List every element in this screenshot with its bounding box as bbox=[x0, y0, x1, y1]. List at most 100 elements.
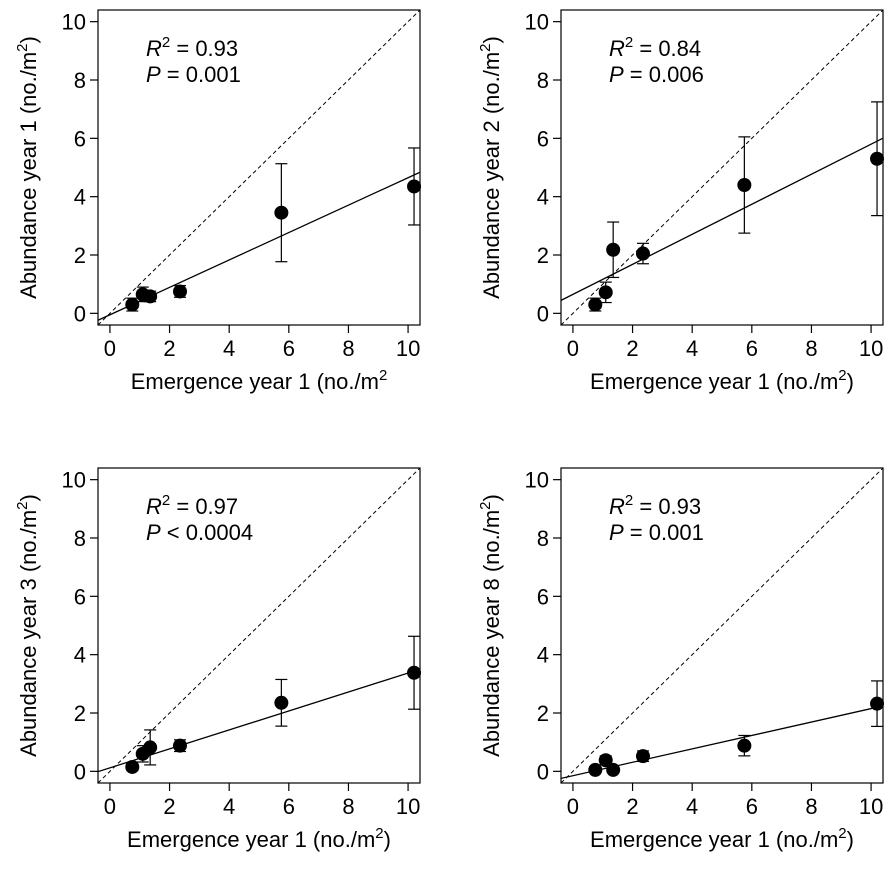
plot-area bbox=[98, 468, 420, 783]
y-tick-label: 10 bbox=[525, 10, 549, 35]
x-tick-label: 4 bbox=[223, 336, 235, 361]
y-axis-label: Abundance year 3 (no./m2) bbox=[14, 494, 41, 757]
data-point bbox=[598, 285, 613, 300]
identity-line bbox=[98, 10, 420, 325]
p-value-annotation: P = 0.006 bbox=[609, 62, 704, 87]
data-point bbox=[606, 242, 621, 257]
x-tick-label: 0 bbox=[104, 794, 116, 819]
plot-frame bbox=[560, 467, 884, 784]
x-tick-label: 0 bbox=[104, 336, 116, 361]
y-tick-label: 0 bbox=[74, 759, 86, 784]
regression-line bbox=[561, 137, 883, 301]
x-tick-label: 10 bbox=[396, 336, 420, 361]
y-tick-label: 8 bbox=[74, 68, 86, 93]
identity-line bbox=[98, 468, 420, 783]
y-axis-label-superscript: 2 bbox=[477, 43, 494, 51]
x-tick-label: 8 bbox=[342, 794, 354, 819]
y-tick-label: 0 bbox=[537, 301, 549, 326]
data-point bbox=[143, 740, 158, 755]
data-point bbox=[635, 246, 650, 261]
data-point bbox=[588, 297, 603, 312]
r-squared-annotation: R2 = 0.93 bbox=[609, 492, 701, 519]
data-point bbox=[407, 665, 422, 680]
r-squared-annotation: R2 = 0.93 bbox=[146, 34, 238, 61]
regression-line bbox=[98, 668, 420, 773]
y-axis-label-superscript: 2 bbox=[14, 501, 31, 509]
x-tick-label: 2 bbox=[163, 336, 175, 361]
y-axis-label-superscript: 2 bbox=[14, 43, 31, 51]
x-tick-label: 4 bbox=[686, 336, 698, 361]
y-tick-label: 6 bbox=[537, 584, 549, 609]
data-point bbox=[125, 297, 140, 312]
y-tick-label: 4 bbox=[537, 185, 549, 210]
x-tick-label: 8 bbox=[342, 336, 354, 361]
plot-frame bbox=[97, 467, 421, 784]
x-axis-label-superscript: 2 bbox=[375, 825, 383, 842]
y-tick-label: 6 bbox=[74, 584, 86, 609]
y-tick-label: 4 bbox=[74, 185, 86, 210]
x-axis-label-superscript: 2 bbox=[379, 367, 387, 384]
y-axis-label-superscript: 2 bbox=[477, 501, 494, 509]
y-tick-label: 8 bbox=[537, 526, 549, 551]
data-point bbox=[274, 695, 289, 710]
y-tick-label: 10 bbox=[62, 10, 86, 35]
y-tick-label: 2 bbox=[537, 701, 549, 726]
y-tick-label: 10 bbox=[525, 468, 549, 493]
x-tick-label: 0 bbox=[567, 794, 579, 819]
x-axis-label: Emergence year 1 (no./m2 bbox=[131, 367, 388, 394]
data-point bbox=[125, 759, 140, 774]
y-tick-label: 4 bbox=[74, 643, 86, 668]
x-tick-label: 10 bbox=[396, 794, 420, 819]
x-tick-label: 8 bbox=[805, 336, 817, 361]
x-axis-label: Emergence year 1 (no./m2) bbox=[127, 825, 391, 852]
x-tick-label: 6 bbox=[283, 336, 295, 361]
plot-frame bbox=[560, 9, 884, 326]
x-axis-label: Emergence year 1 (no./m2) bbox=[590, 825, 854, 852]
plot-area bbox=[561, 10, 883, 325]
y-tick-label: 4 bbox=[537, 643, 549, 668]
data-point bbox=[598, 753, 613, 768]
x-tick-label: 6 bbox=[746, 336, 758, 361]
x-tick-label: 6 bbox=[746, 794, 758, 819]
data-point bbox=[143, 289, 158, 304]
identity-line bbox=[561, 10, 883, 325]
y-tick-label: 2 bbox=[74, 243, 86, 268]
x-tick-label: 2 bbox=[163, 794, 175, 819]
x-axis-label: Emergence year 1 (no./m2) bbox=[590, 367, 854, 394]
data-point bbox=[588, 762, 603, 777]
p-value-annotation: P < 0.0004 bbox=[146, 520, 253, 545]
r-squared-annotation: R2 = 0.84 bbox=[609, 34, 701, 61]
y-axis-label: Abundance year 1 (no./m2) bbox=[14, 36, 41, 299]
data-point bbox=[737, 178, 752, 192]
data-point bbox=[737, 738, 752, 753]
x-tick-label: 0 bbox=[567, 336, 579, 361]
data-point bbox=[870, 696, 885, 711]
x-tick-label: 6 bbox=[283, 794, 295, 819]
identity-line bbox=[561, 468, 883, 783]
y-tick-label: 10 bbox=[62, 468, 86, 493]
y-tick-label: 6 bbox=[74, 126, 86, 151]
x-tick-label: 4 bbox=[223, 794, 235, 819]
y-axis-label: Abundance year 2 (no./m2) bbox=[477, 36, 504, 299]
y-tick-label: 2 bbox=[74, 701, 86, 726]
y-tick-label: 8 bbox=[74, 526, 86, 551]
x-tick-label: 2 bbox=[626, 794, 638, 819]
x-axis-label-superscript: 2 bbox=[838, 825, 846, 842]
data-point bbox=[606, 762, 621, 777]
data-point bbox=[274, 205, 289, 220]
plot-frame bbox=[97, 9, 421, 326]
x-tick-label: 8 bbox=[805, 794, 817, 819]
r-squared-annotation: R2 = 0.97 bbox=[146, 492, 238, 519]
y-axis-label: Abundance year 8 (no./m2) bbox=[477, 494, 504, 757]
x-tick-label: 2 bbox=[626, 336, 638, 361]
data-point bbox=[870, 151, 885, 166]
x-tick-label: 4 bbox=[686, 794, 698, 819]
y-tick-label: 0 bbox=[537, 759, 549, 784]
chart-panel-1: 0 2 4 6 8 10 0 2 4 6 8 10 Emergence year 1 (no./m2 Ab… bbox=[14, 9, 422, 394]
data-point bbox=[172, 284, 187, 299]
data-point bbox=[635, 749, 650, 764]
